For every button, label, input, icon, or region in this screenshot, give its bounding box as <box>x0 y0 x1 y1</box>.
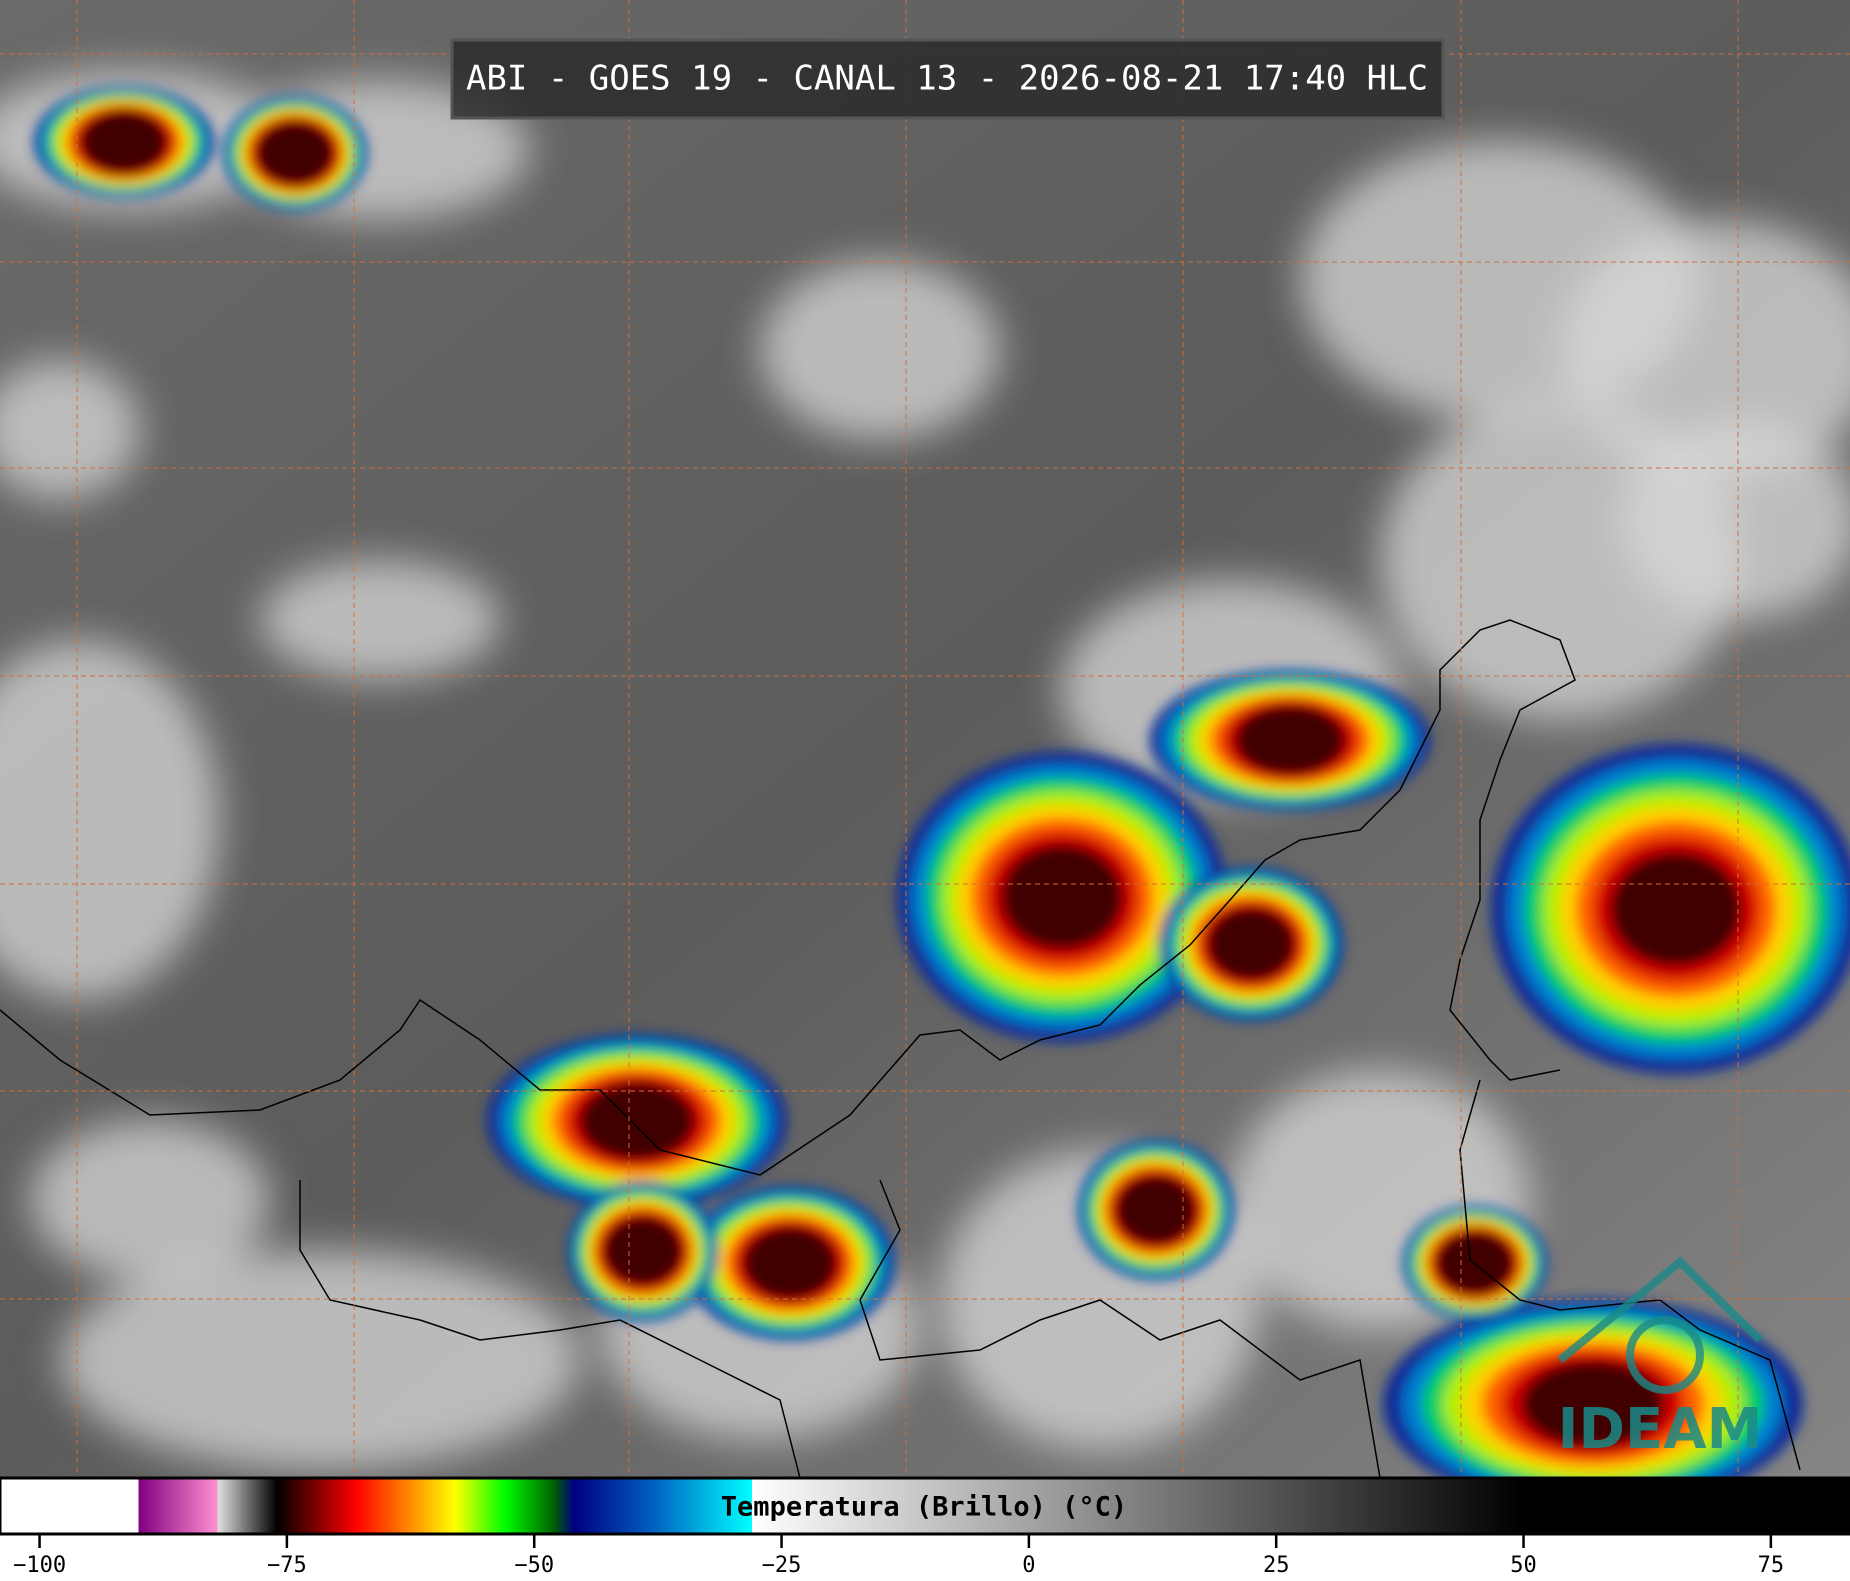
cloud <box>30 1120 270 1280</box>
tick-label: −50 <box>514 1553 554 1577</box>
cloud <box>760 260 1000 440</box>
title-background <box>450 38 1445 120</box>
colorbar-label: Temperatura (Brillo) (°C) <box>721 1492 1127 1523</box>
cloud <box>0 360 140 500</box>
coastline <box>299 1180 801 1479</box>
storm-ring <box>1114 1174 1198 1246</box>
storm-ring <box>1234 704 1346 776</box>
coastlines <box>0 619 1801 1479</box>
storm-ring <box>742 1226 838 1300</box>
colorbar-ramp <box>0 1476 1850 1536</box>
tick-label: −75 <box>267 1553 307 1577</box>
cloud <box>1620 420 1850 620</box>
title: ABI - GOES 19 - CANAL 13 - 2026-08-21 17… <box>466 59 1428 99</box>
storm-ring <box>1521 1360 1665 1448</box>
storm-ring <box>255 120 335 186</box>
convective-cells <box>34 87 1850 1509</box>
tick-label: 0 <box>1022 1553 1035 1577</box>
storm-ring <box>1206 907 1296 981</box>
tick-label: 50 <box>1510 1553 1537 1577</box>
logo: IDEAM <box>1558 1397 1763 1462</box>
tick-label: −100 <box>13 1553 66 1577</box>
tick-label: −25 <box>762 1553 802 1577</box>
title-box: ABI - GOES 19 - CANAL 13 - 2026-08-21 17… <box>450 38 1445 120</box>
border <box>859 1179 1381 1479</box>
graticule <box>0 0 1850 1478</box>
storm-ring <box>1610 851 1742 967</box>
tick-label: 75 <box>1758 1553 1785 1577</box>
coastline <box>1459 1079 1801 1471</box>
coastline <box>0 619 1576 1176</box>
storm-ring <box>80 110 168 174</box>
storm-ring <box>602 1215 684 1287</box>
cloud <box>60 1250 580 1470</box>
logo-swirl <box>1626 1316 1704 1394</box>
storm-ring <box>579 1081 695 1161</box>
colorbar: Temperatura (Brillo) (°C) −100 −75 −50 −25 0… <box>0 1476 1850 1578</box>
cloud <box>260 560 500 680</box>
tick-label: 25 <box>1263 1553 1290 1577</box>
storm-ring <box>1000 844 1124 950</box>
logo-roof <box>1557 1256 1763 1364</box>
cloud <box>0 640 220 1000</box>
